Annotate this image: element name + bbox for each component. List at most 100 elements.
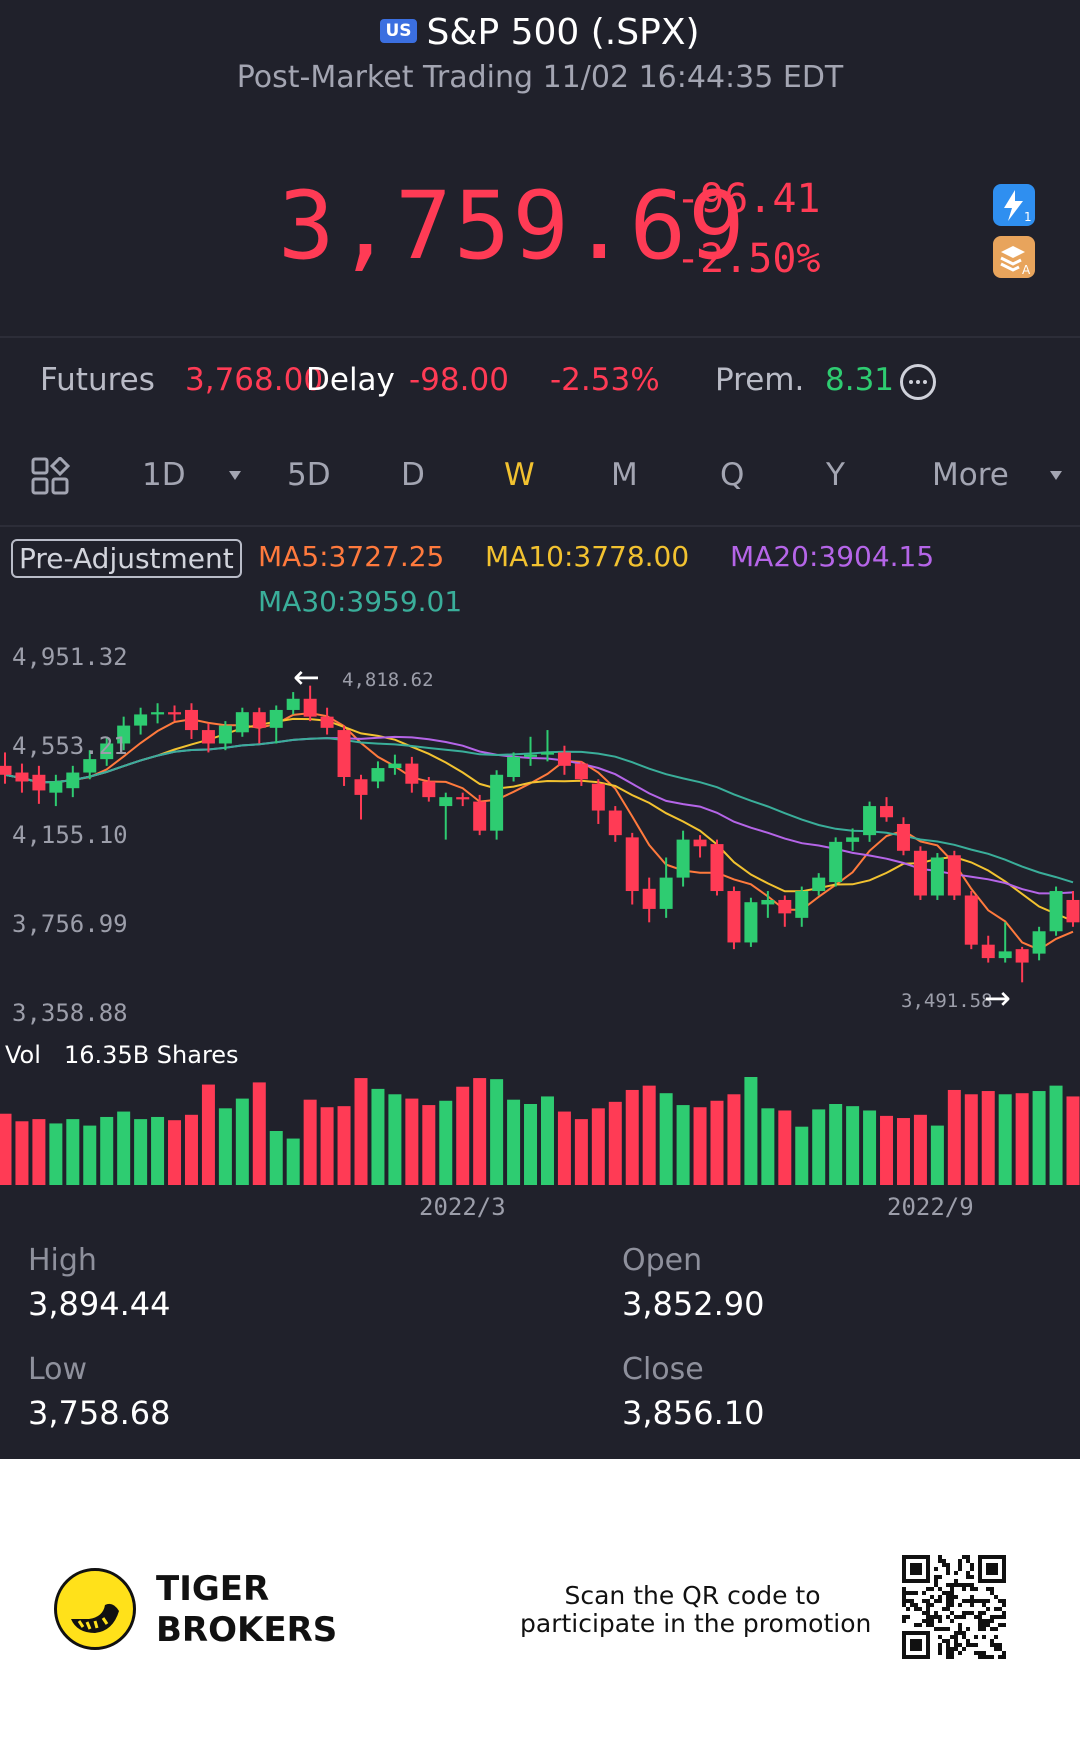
candle-body	[625, 837, 639, 892]
volume-bar	[947, 1089, 961, 1185]
candle-body	[168, 712, 182, 715]
volume-bar	[642, 1085, 656, 1185]
tab-y[interactable]: Y	[826, 457, 845, 493]
futures-value: 3,768.00	[185, 362, 324, 398]
chevron-down-icon[interactable]	[229, 471, 241, 480]
candle-body	[591, 783, 605, 811]
candle-body	[795, 891, 809, 918]
volume-bar	[439, 1100, 453, 1185]
candle-body	[812, 877, 826, 892]
arrow-right-icon: →	[984, 979, 1011, 1017]
tab-m[interactable]: M	[611, 457, 638, 493]
volume-bar	[286, 1138, 300, 1185]
volume-bar	[66, 1119, 80, 1185]
ma10-label: MA10:3778.00	[485, 540, 690, 573]
candle-body	[761, 899, 775, 905]
candle-body	[473, 801, 487, 831]
tab-more[interactable]: More	[932, 457, 1009, 493]
app-background	[0, 0, 1080, 1459]
volume-bar	[218, 1108, 232, 1185]
candle-body	[201, 730, 215, 744]
close-label: Close	[622, 1352, 704, 1387]
volume-bar	[710, 1100, 724, 1185]
candle-body	[863, 806, 877, 836]
tab-w[interactable]: W	[504, 457, 535, 493]
candle-body	[524, 754, 538, 757]
x-tick-label: 2022/3	[419, 1193, 506, 1221]
volume-bar	[235, 1098, 249, 1185]
candle-body	[286, 698, 300, 710]
more-options-icon[interactable]	[900, 364, 936, 400]
candle-body	[710, 844, 724, 892]
volume-bar	[727, 1094, 741, 1185]
volume-bar	[1066, 1096, 1080, 1185]
tab-5d[interactable]: 5D	[287, 457, 331, 493]
volume-bar	[252, 1082, 266, 1185]
volume-bar	[1032, 1091, 1046, 1185]
volume-bar	[269, 1131, 283, 1185]
candle-body	[540, 752, 554, 755]
chevron-down-icon[interactable]	[1050, 471, 1062, 480]
open-label: Open	[622, 1243, 703, 1278]
tab-q[interactable]: Q	[720, 457, 745, 493]
promo-text: participate in the promotion	[520, 1609, 872, 1638]
volume-bar	[422, 1105, 436, 1185]
promo-text: Scan the QR code to	[564, 1581, 821, 1610]
candle-body	[439, 797, 453, 807]
volume-bar	[184, 1114, 198, 1185]
svg-text:A: A	[1022, 263, 1031, 277]
candle-body	[557, 752, 571, 766]
volume-bar	[846, 1106, 860, 1185]
lightning-icon[interactable]: 1	[993, 184, 1035, 226]
tab-1d[interactable]: 1D	[142, 457, 186, 493]
svg-text:1: 1	[1024, 210, 1032, 224]
market-badge: US	[380, 19, 417, 43]
stack-icon[interactable]: A	[993, 236, 1035, 278]
y-tick-label: 4,951.32	[12, 643, 128, 671]
candle-body	[388, 763, 402, 769]
price-change-pct: -2.50%	[676, 236, 821, 282]
volume-bar	[473, 1078, 487, 1185]
candle-body	[846, 837, 860, 842]
candle-body	[642, 888, 656, 909]
ma30-line	[4, 737, 1074, 884]
low-label: Low	[28, 1352, 88, 1387]
ma20-line	[4, 735, 1074, 895]
candlestick-chart[interactable]	[0, 630, 1080, 1190]
volume-bar	[83, 1125, 97, 1185]
candle-body	[354, 779, 368, 795]
last-price: 3,759.69	[278, 172, 747, 281]
futures-label: Futures	[40, 362, 155, 398]
grid-icon[interactable]	[31, 455, 71, 501]
trading-status: Post-Market Trading 11/02 16:44:35 EDT	[236, 60, 844, 95]
ma10-line	[4, 717, 1074, 922]
volume-bar	[744, 1077, 758, 1185]
volume-bar	[388, 1094, 402, 1185]
candle-body	[134, 714, 148, 726]
candle-body	[66, 772, 80, 789]
candle-body	[744, 902, 758, 943]
candle-body	[727, 891, 741, 943]
volume-bar	[15, 1121, 29, 1185]
pre-adjustment-button[interactable]: Pre-Adjustment	[11, 539, 242, 578]
volume-bar	[761, 1108, 775, 1185]
page-title: US S&P 500 (.SPX)	[0, 12, 1080, 53]
volume-bar	[574, 1119, 588, 1185]
candle-body	[320, 716, 334, 728]
candle-body	[218, 725, 232, 744]
open-value: 3,852.90	[622, 1285, 765, 1323]
volume-bar	[659, 1093, 673, 1185]
volume-bar	[371, 1088, 385, 1185]
candle-body	[574, 763, 588, 780]
candle-body	[659, 877, 673, 909]
premium-label: Prem.	[715, 362, 805, 398]
volume-bar	[998, 1094, 1012, 1185]
candle-body	[829, 841, 843, 883]
high-label: High	[28, 1243, 97, 1278]
low-value: 3,758.68	[28, 1394, 171, 1432]
candle-body	[15, 772, 29, 782]
volume-bar	[676, 1105, 690, 1185]
qr-code-icon[interactable]	[902, 1555, 1006, 1659]
tab-d[interactable]: D	[401, 457, 425, 493]
volume-bar	[320, 1107, 334, 1185]
